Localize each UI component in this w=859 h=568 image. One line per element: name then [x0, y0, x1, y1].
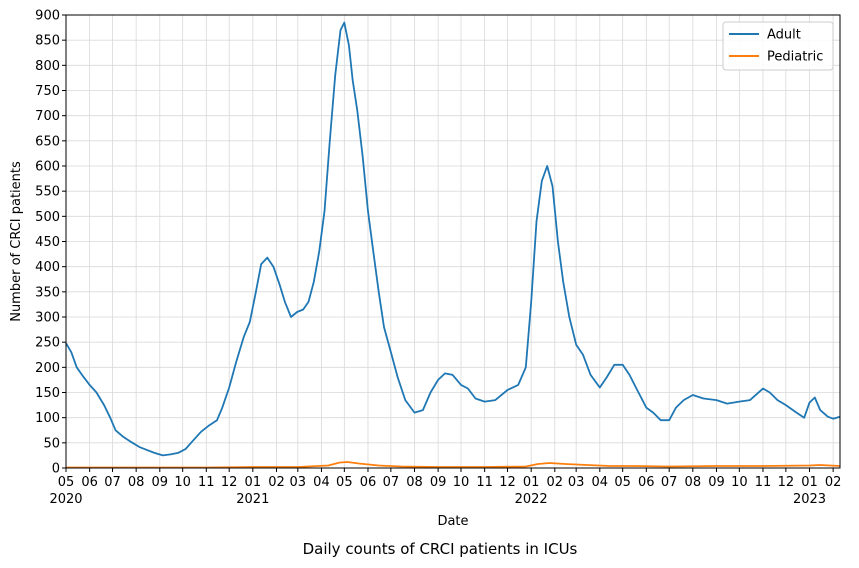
x-tick-label: 10 [731, 475, 748, 490]
y-tick-label: 700 [35, 109, 60, 124]
series-line-pediatric [66, 461, 841, 469]
y-tick-label: 200 [35, 361, 60, 376]
y-tick-label: 400 [35, 260, 60, 275]
x-tick-year-label: 2020 [49, 492, 82, 507]
x-tick-label: 04 [592, 475, 609, 490]
x-tick-label: 04 [313, 475, 330, 490]
x-tick-label: 07 [104, 475, 121, 490]
y-tick-label: 100 [35, 411, 60, 426]
x-tick-label: 12 [221, 475, 238, 490]
y-tick-label: 300 [35, 311, 60, 326]
grid [65, 14, 840, 469]
x-tick-label: 07 [383, 475, 400, 490]
y-tick-label: 800 [35, 59, 60, 74]
y-tick-label: 900 [35, 9, 60, 24]
x-tick-label: 02 [547, 475, 564, 490]
x-tick-label: 01 [245, 475, 262, 490]
x-tick-label: 11 [198, 475, 215, 490]
x-tick-year-label: 2022 [515, 492, 548, 507]
legend-label-pediatric: Pediatric [767, 50, 823, 65]
y-tick-label: 150 [35, 386, 60, 401]
x-tick-label: 10 [174, 475, 191, 490]
x-tick-label: 08 [406, 475, 423, 490]
y-axis: 0 50 100 150 200 250 300 350 400 450 500 550 600 650 7… [35, 9, 66, 477]
x-tick-label: 08 [128, 475, 145, 490]
x-tick-year-label: 2023 [793, 492, 826, 507]
y-tick-label: 0 [52, 462, 60, 477]
y-tick-label: 350 [35, 285, 60, 300]
y-tick-label: 750 [35, 84, 60, 99]
x-tick-year-label: 2021 [236, 492, 269, 507]
x-tick-label: 09 [430, 475, 447, 490]
y-tick-label: 850 [35, 34, 60, 49]
x-tick-label: 05 [336, 475, 353, 490]
x-tick-label: 12 [499, 475, 516, 490]
y-tick-label: 250 [35, 336, 60, 351]
x-tick-label: 08 [685, 475, 702, 490]
y-tick-label: 450 [35, 235, 60, 250]
x-tick-label: 12 [778, 475, 795, 490]
y-tick-label: 500 [35, 210, 60, 225]
y-axis-label: Number of CRCI patients [9, 161, 24, 322]
x-tick-label: 05 [58, 475, 75, 490]
legend: Adult Pediatric [722, 21, 834, 71]
x-tick-label: 06 [81, 475, 98, 490]
x-tick-label: 06 [360, 475, 377, 490]
figure-caption: Daily counts of CRCI patients in ICUs [302, 540, 578, 558]
y-tick-label: 50 [43, 436, 60, 451]
x-tick-label: 01 [523, 475, 540, 490]
x-axis-label: Date [437, 514, 468, 529]
x-tick-label: 01 [801, 475, 818, 490]
y-tick-label: 600 [35, 160, 60, 175]
x-axis: 05 2020 06 07 08 09 10 11 12 01 2021 02 03 04 05 06 07 08… [49, 468, 841, 507]
series-line-adult [65, 21, 841, 457]
x-tick-label: 06 [638, 475, 655, 490]
x-tick-label: 09 [708, 475, 725, 490]
y-tick-label: 550 [35, 185, 60, 200]
x-tick-label: 03 [290, 475, 307, 490]
x-tick-label: 11 [755, 475, 772, 490]
x-tick-label: 02 [825, 475, 842, 490]
x-tick-label: 11 [476, 475, 493, 490]
y-tick-label: 650 [35, 134, 60, 149]
x-tick-label: 09 [152, 475, 169, 490]
x-tick-label: 05 [614, 475, 631, 490]
x-tick-label: 03 [568, 475, 585, 490]
legend-label-adult: Adult [767, 28, 801, 43]
x-tick-label: 07 [661, 475, 678, 490]
series-group [65, 21, 841, 469]
x-tick-label: 10 [453, 475, 470, 490]
x-tick-label: 02 [268, 475, 285, 490]
